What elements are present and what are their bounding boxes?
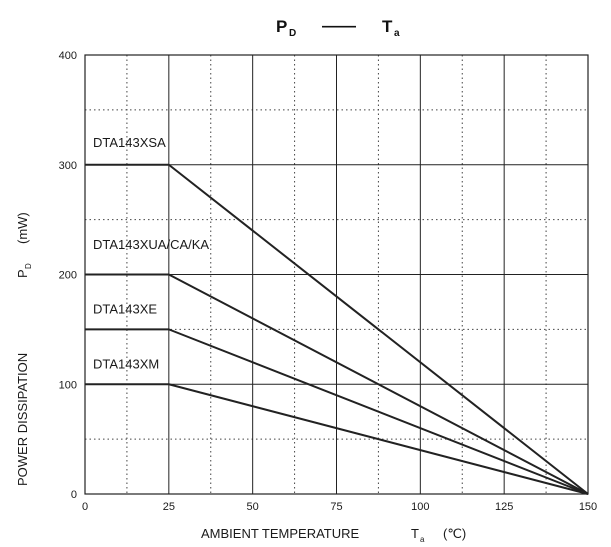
series-labels: DTA143XSA DTA143XUA/CA/KA DTA143XE DTA143XM: [93, 135, 209, 372]
series-line-2: [85, 328, 589, 495]
x-tick-label-1: 25: [163, 501, 175, 513]
series-line-0: [85, 163, 589, 495]
series-line-3: [85, 383, 589, 495]
x-tick-label-0: 0: [82, 501, 88, 513]
x-axis-label-unit: (℃): [443, 526, 466, 541]
x-tick-label-3: 75: [330, 501, 342, 513]
x-tick-labels: 0 25 50 75 100 125 150: [82, 501, 597, 513]
title-pd-main: P: [276, 17, 287, 36]
y-axis-label-unit: (mW): [15, 212, 30, 244]
x-tick-label-4: 100: [411, 501, 429, 513]
x-axis-label-var: T: [411, 526, 419, 541]
title-pd-sub: D: [289, 28, 296, 39]
y-axis-label: POWER DISSIPATION P D (mW): [15, 212, 33, 486]
y-tick-label-3: 300: [59, 160, 77, 172]
x-tick-label-6: 150: [579, 501, 597, 513]
series-line-1: [85, 273, 589, 495]
title-dash: ——: [322, 16, 356, 35]
x-tick-label-2: 50: [247, 501, 259, 513]
x-axis-label-main: AMBIENT TEMPERATURE: [201, 526, 360, 541]
y-tick-labels: 0 100 200 300 400: [59, 50, 77, 501]
series-label-3: DTA143XM: [93, 356, 159, 371]
y-tick-label-1: 100: [59, 379, 77, 391]
chart-title: P D —— T a: [276, 16, 400, 39]
x-axis-label-sub: a: [420, 535, 425, 544]
y-axis-label-sub: D: [24, 263, 33, 269]
title-ta-sub: a: [394, 28, 400, 39]
series-label-0: DTA143XSA: [93, 135, 166, 150]
y-tick-label-0: 0: [71, 489, 77, 501]
y-tick-label-2: 200: [59, 270, 77, 282]
series-label-1: DTA143XUA/CA/KA: [93, 237, 209, 252]
y-tick-label-4: 400: [59, 50, 77, 62]
y-axis-label-var: P: [15, 269, 30, 278]
x-tick-label-5: 125: [495, 501, 513, 513]
x-axis-label: AMBIENT TEMPERATURE T a (℃): [201, 526, 466, 544]
title-ta-main: T: [382, 17, 393, 36]
y-axis-label-main: POWER DISSIPATION: [15, 353, 30, 486]
series-lines: [85, 163, 589, 495]
series-label-2: DTA143XE: [93, 302, 157, 317]
